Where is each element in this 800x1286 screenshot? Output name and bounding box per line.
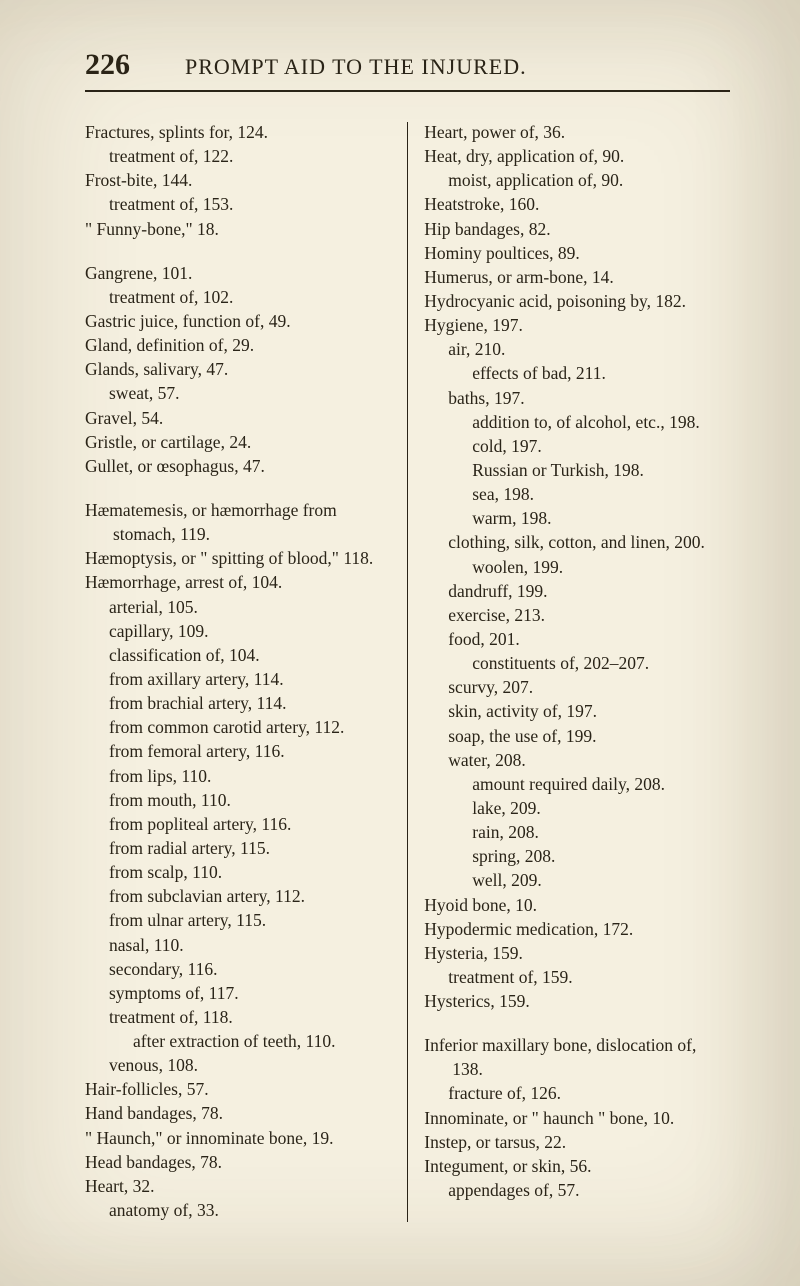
index-entry: Hair-follicles, 57. xyxy=(85,1077,391,1101)
index-entry: constituents of, 202–207. xyxy=(424,651,730,675)
index-entry: Gastric juice, function of, 49. xyxy=(85,309,391,333)
index-entry: symptoms of, 117. xyxy=(85,981,391,1005)
page-number: 226 xyxy=(85,48,130,82)
index-entry: from radial artery, 115. xyxy=(85,836,391,860)
index-entry: treatment of, 122. xyxy=(85,144,391,168)
index-entry: Hæmoptysis, or " spitting of blood," 118… xyxy=(85,546,391,570)
index-entry: spring, 208. xyxy=(424,844,730,868)
index-entry: Hydrocyanic acid, poisoning by, 182. xyxy=(424,289,730,313)
index-entry: sweat, 57. xyxy=(85,381,391,405)
index-entry: treatment of, 153. xyxy=(85,192,391,216)
index-entry: Inferior maxillary bone, dislocation of,… xyxy=(424,1033,730,1081)
index-entry: Hysterics, 159. xyxy=(424,989,730,1013)
index-entry: from ulnar artery, 115. xyxy=(85,908,391,932)
index-entry: from mouth, 110. xyxy=(85,788,391,812)
index-entry: fracture of, 126. xyxy=(424,1081,730,1105)
index-entry: Heart, power of, 36. xyxy=(424,120,730,144)
index-entry: arterial, 105. xyxy=(85,595,391,619)
index-entry: warm, 198. xyxy=(424,506,730,530)
index-entry: Russian or Turkish, 198. xyxy=(424,458,730,482)
index-entry: venous, 108. xyxy=(85,1053,391,1077)
index-entry: appendages of, 57. xyxy=(424,1178,730,1202)
index-entry: addition to, of alcohol, etc., 198. xyxy=(424,410,730,434)
index-entry: from lips, 110. xyxy=(85,764,391,788)
index-entry: sea, 198. xyxy=(424,482,730,506)
index-entry: amount required daily, 208. xyxy=(424,772,730,796)
index-entry: Gullet, or œsophagus, 47. xyxy=(85,454,391,478)
index-entry: Integument, or skin, 56. xyxy=(424,1154,730,1178)
right-column: Heart, power of, 36.Heat, dry, applicati… xyxy=(424,120,730,1222)
index-entry: air, 210. xyxy=(424,337,730,361)
page-header: 226 PROMPT AID TO THE INJURED. xyxy=(85,48,730,92)
index-entry: skin, activity of, 197. xyxy=(424,699,730,723)
index-entry: Humerus, or arm-bone, 14. xyxy=(424,265,730,289)
index-entry: rain, 208. xyxy=(424,820,730,844)
index-entry: Gland, definition of, 29. xyxy=(85,333,391,357)
index-entry: moist, application of, 90. xyxy=(424,168,730,192)
index-entry: Innominate, or " haunch " bone, 10. xyxy=(424,1106,730,1130)
index-entry: from femoral artery, 116. xyxy=(85,739,391,763)
index-entry: from brachial artery, 114. xyxy=(85,691,391,715)
index-entry: Gravel, 54. xyxy=(85,406,391,430)
index-entry: Hip bandages, 82. xyxy=(424,217,730,241)
index-entry: effects of bad, 211. xyxy=(424,361,730,385)
blank-line xyxy=(424,1013,730,1033)
index-entry: " Funny-bone," 18. xyxy=(85,217,391,241)
index-entry: from common carotid artery, 112. xyxy=(85,715,391,739)
index-entry: scurvy, 207. xyxy=(424,675,730,699)
index-entry: Gristle, or cartilage, 24. xyxy=(85,430,391,454)
index-entry: Hand bandages, 78. xyxy=(85,1101,391,1125)
index-entry: water, 208. xyxy=(424,748,730,772)
left-column: Fractures, splints for, 124.treatment of… xyxy=(85,120,391,1222)
blank-line xyxy=(85,478,391,498)
column-divider xyxy=(407,122,409,1222)
index-entry: capillary, 109. xyxy=(85,619,391,643)
index-entry: Heat, dry, application of, 90. xyxy=(424,144,730,168)
index-entry: cold, 197. xyxy=(424,434,730,458)
index-entry: after extraction of teeth, 110. xyxy=(85,1029,391,1053)
index-entry: classification of, 104. xyxy=(85,643,391,667)
index-entry: Hæmorrhage, arrest of, 104. xyxy=(85,570,391,594)
index-entry: exercise, 213. xyxy=(424,603,730,627)
index-entry: Hypodermic medication, 172. xyxy=(424,917,730,941)
index-entry: Heatstroke, 160. xyxy=(424,192,730,216)
index-entry: woolen, 199. xyxy=(424,555,730,579)
blank-line xyxy=(85,241,391,261)
index-entry: baths, 197. xyxy=(424,386,730,410)
index-entry: treatment of, 159. xyxy=(424,965,730,989)
index-entry: lake, 209. xyxy=(424,796,730,820)
index-entry: from popliteal artery, 116. xyxy=(85,812,391,836)
index-entry: Hysteria, 159. xyxy=(424,941,730,965)
index-entry: Fractures, splints for, 124. xyxy=(85,120,391,144)
index-entry: from scalp, 110. xyxy=(85,860,391,884)
index-entry: Instep, or tarsus, 22. xyxy=(424,1130,730,1154)
index-entry: Hominy poultices, 89. xyxy=(424,241,730,265)
index-entry: soap, the use of, 199. xyxy=(424,724,730,748)
index-entry: Hæmatemesis, or hæmorrhage from stomach,… xyxy=(85,498,391,546)
index-entry: Hyoid bone, 10. xyxy=(424,893,730,917)
index-entry: treatment of, 118. xyxy=(85,1005,391,1029)
index-entry: Glands, salivary, 47. xyxy=(85,357,391,381)
page-title: PROMPT AID TO THE INJURED. xyxy=(185,54,527,80)
index-entry: clothing, silk, cotton, and linen, 200. xyxy=(424,530,730,554)
index-entry: " Haunch," or innominate bone, 19. xyxy=(85,1126,391,1150)
index-columns: Fractures, splints for, 124.treatment of… xyxy=(85,120,730,1222)
index-entry: from axillary artery, 114. xyxy=(85,667,391,691)
index-entry: secondary, 116. xyxy=(85,957,391,981)
index-entry: treatment of, 102. xyxy=(85,285,391,309)
book-page: 226 PROMPT AID TO THE INJURED. Fractures… xyxy=(0,0,800,1286)
index-entry: Head bandages, 78. xyxy=(85,1150,391,1174)
index-entry: dandruff, 199. xyxy=(424,579,730,603)
index-entry: Hygiene, 197. xyxy=(424,313,730,337)
index-entry: Gangrene, 101. xyxy=(85,261,391,285)
index-entry: from subclavian artery, 112. xyxy=(85,884,391,908)
index-entry: Frost-bite, 144. xyxy=(85,168,391,192)
index-entry: anatomy of, 33. xyxy=(85,1198,391,1222)
index-entry: food, 201. xyxy=(424,627,730,651)
index-entry: nasal, 110. xyxy=(85,933,391,957)
index-entry: Heart, 32. xyxy=(85,1174,391,1198)
index-entry: well, 209. xyxy=(424,868,730,892)
